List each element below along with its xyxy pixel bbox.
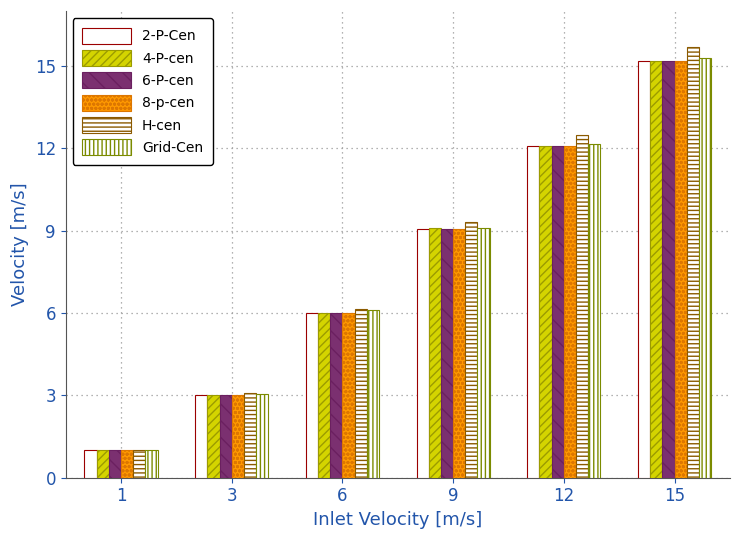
Bar [528, 146, 539, 477]
Bar [318, 313, 330, 477]
Bar [207, 395, 219, 477]
Legend: 2-P-Cen, 4-P-cen, 6-P-cen, 8-p-cen, H-cen, Grid-Cen: 2-P-Cen, 4-P-cen, 6-P-cen, 8-p-cen, H-ce… [73, 18, 213, 165]
Bar [662, 60, 674, 477]
Bar [674, 60, 687, 477]
Bar [96, 450, 109, 477]
Bar [416, 230, 429, 477]
Bar [109, 450, 121, 477]
Bar [145, 450, 158, 477]
Bar [256, 394, 268, 477]
Bar [588, 144, 600, 477]
Bar [453, 230, 465, 477]
Bar [342, 313, 355, 477]
Bar [699, 58, 711, 477]
Bar [576, 134, 588, 477]
Bar [650, 60, 662, 477]
Bar [551, 146, 564, 477]
Bar [687, 47, 699, 477]
Bar [367, 310, 379, 477]
Bar [244, 393, 256, 477]
Bar [465, 222, 477, 477]
Y-axis label: Velocity [m/s]: Velocity [m/s] [11, 183, 29, 306]
Bar [219, 395, 232, 477]
Bar [330, 313, 342, 477]
X-axis label: Inlet Velocity [m/s]: Inlet Velocity [m/s] [313, 511, 482, 529]
Bar [539, 146, 551, 477]
Bar [441, 229, 453, 477]
Bar [195, 395, 207, 477]
Bar [355, 309, 367, 477]
Bar [84, 450, 96, 477]
Bar [133, 450, 145, 477]
Bar [638, 60, 650, 477]
Bar [232, 395, 244, 477]
Bar [121, 450, 133, 477]
Bar [477, 228, 490, 477]
Bar [429, 228, 441, 477]
Bar [306, 313, 318, 477]
Bar [564, 146, 576, 477]
